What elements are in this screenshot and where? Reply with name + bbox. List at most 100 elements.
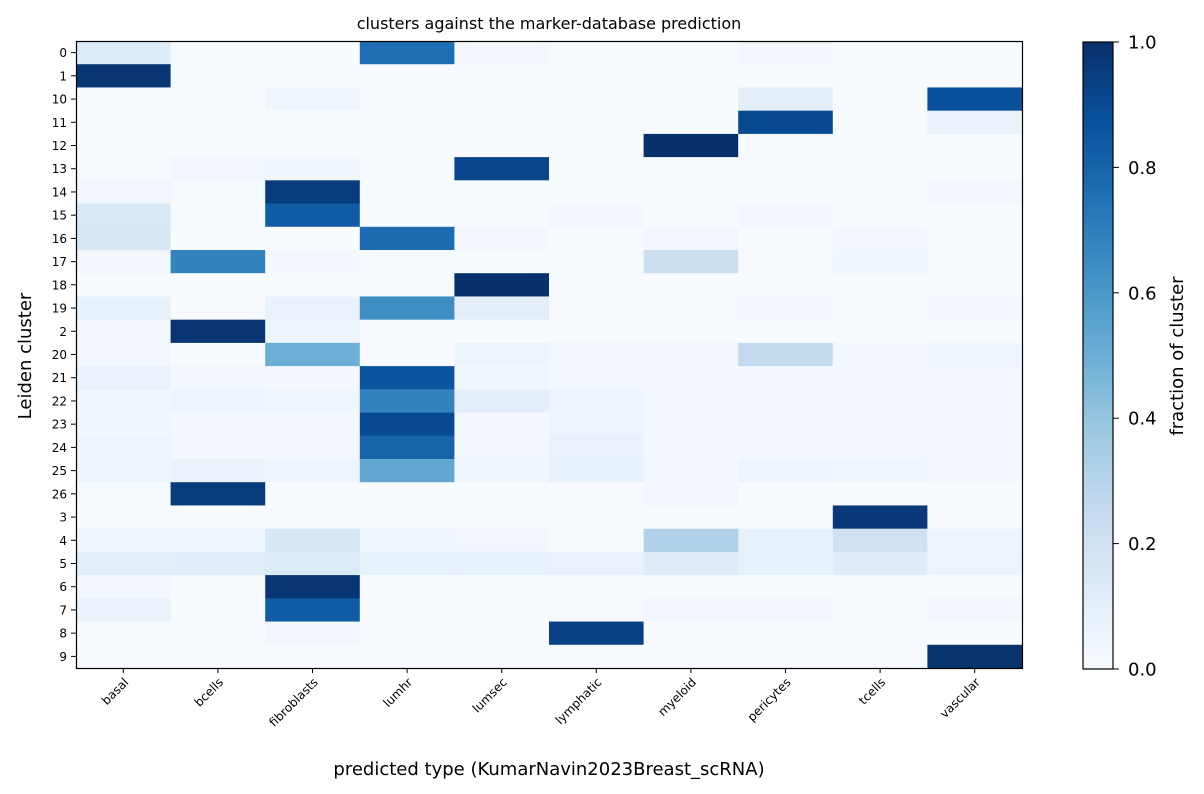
colorbar-tick-label: 0.4: [1128, 409, 1157, 430]
heatmap-cell: [832, 598, 928, 623]
y-tick-label: 0: [59, 46, 67, 60]
heatmap-cell: [265, 64, 361, 89]
heatmap-cell: [643, 110, 739, 135]
heatmap-cell: [359, 505, 455, 530]
heatmap-cell: [170, 621, 266, 646]
x-tick-label: fibroblasts: [266, 675, 320, 729]
heatmap-cell: [265, 528, 361, 553]
chart-title: clusters against the marker-database pre…: [357, 14, 742, 33]
heatmap-cell: [170, 110, 266, 135]
y-tick-label: 1: [59, 69, 67, 83]
heatmap-cell: [738, 133, 834, 158]
heatmap-cell: [265, 598, 361, 623]
heatmap-cell: [454, 644, 550, 669]
heatmap-cell: [170, 435, 266, 460]
heatmap-cell: [170, 180, 266, 205]
heatmap-cell: [927, 621, 1023, 646]
heatmap-cell: [738, 64, 834, 89]
heatmap-cell: [76, 412, 172, 437]
heatmap-cell: [549, 551, 645, 576]
heatmap-cell: [549, 459, 645, 483]
heatmap-cell: [643, 505, 739, 530]
heatmap-cell: [265, 203, 361, 228]
heatmap-cell: [549, 133, 645, 158]
heatmap-cell: [76, 41, 172, 65]
y-tick-label: 16: [52, 232, 67, 246]
heatmap-cell: [832, 528, 928, 553]
heatmap-cell: [265, 412, 361, 437]
heatmap-cell: [170, 412, 266, 437]
heatmap-cell: [738, 598, 834, 623]
heatmap-cell: [170, 366, 266, 390]
x-tick-label: vascular: [937, 675, 983, 721]
heatmap-cell: [359, 133, 455, 158]
heatmap-cell: [76, 505, 172, 530]
heatmap-cell: [76, 459, 172, 483]
y-tick-label: 20: [52, 348, 67, 362]
heatmap-cell: [265, 273, 361, 298]
colorbar: [1082, 41, 1114, 670]
heatmap-cell: [170, 87, 266, 112]
heatmap-cell: [738, 296, 834, 321]
heatmap-cell: [738, 366, 834, 390]
heatmap-cell: [76, 482, 172, 507]
heatmap-cell: [454, 505, 550, 530]
heatmap-cell: [359, 203, 455, 228]
heatmap-cell: [454, 366, 550, 390]
y-tick-label: 26: [52, 487, 67, 501]
y-tick-label: 17: [52, 255, 67, 269]
heatmap-cell: [738, 551, 834, 576]
heatmap-cell: [832, 133, 928, 158]
heatmap-cell: [549, 644, 645, 669]
heatmap-cell: [738, 621, 834, 646]
heatmap-cell: [359, 389, 455, 414]
y-tick-label: 6: [59, 580, 67, 594]
heatmap-cell: [549, 226, 645, 251]
heatmap-cell: [832, 296, 928, 321]
colorbar-tick-label: 0.6: [1128, 283, 1157, 304]
heatmap-cell: [738, 342, 834, 367]
heatmap-cell: [170, 551, 266, 576]
x-tick-label: pericytes: [745, 675, 794, 724]
colorbar-tick-label: 0.8: [1128, 158, 1157, 179]
heatmap-cell: [454, 435, 550, 460]
heatmap-cell: [832, 41, 928, 65]
y-tick-label: 14: [52, 185, 67, 199]
heatmap-cell: [738, 87, 834, 112]
heatmap-cell: [927, 366, 1023, 390]
heatmap-cell: [832, 157, 928, 181]
heatmap-cell: [832, 250, 928, 274]
heatmap-cell: [643, 644, 739, 669]
y-tick-label: 13: [52, 162, 67, 176]
heatmap-cell: [170, 133, 266, 158]
heatmap-cell: [454, 64, 550, 89]
heatmap-cell: [265, 342, 361, 367]
heatmap-cell: [832, 435, 928, 460]
heatmap-cell: [549, 273, 645, 298]
heatmap-cell: [170, 505, 266, 530]
heatmap-cell: [359, 273, 455, 298]
heatmap-cell: [170, 273, 266, 298]
heatmap-cell: [359, 64, 455, 89]
heatmap-cell: [76, 575, 172, 599]
heatmap-cell: [170, 319, 266, 344]
heatmap-cell: [832, 273, 928, 298]
heatmap-cell: [76, 551, 172, 576]
heatmap-cell: [643, 366, 739, 390]
y-tick-label: 21: [52, 371, 67, 385]
plot-frame: [75, 40, 1024, 670]
heatmap-cell: [643, 296, 739, 321]
heatmap-cell: [549, 87, 645, 112]
heatmap-cell: [454, 250, 550, 274]
heatmap-cell: [927, 412, 1023, 437]
heatmap-cell: [170, 157, 266, 181]
heatmap-cell: [643, 459, 739, 483]
x-tick-label: myeloid: [655, 675, 699, 719]
heatmap-cell: [454, 226, 550, 251]
heatmap-cell: [76, 273, 172, 298]
heatmap-cell: [927, 319, 1023, 344]
heatmap-cell: [927, 203, 1023, 228]
heatmap-cell: [359, 41, 455, 65]
y-tick-label: 5: [59, 557, 67, 571]
heatmap-cell: [832, 482, 928, 507]
